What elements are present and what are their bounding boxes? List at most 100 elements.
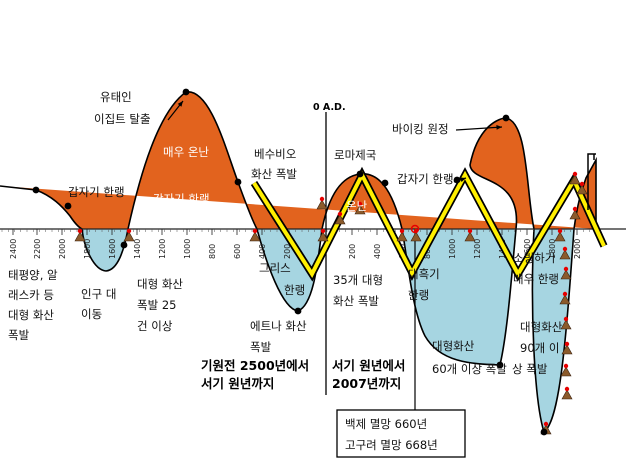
label-eruptions35-1: 35개 대형 xyxy=(333,273,383,287)
label-sudden-cold-1: 갑자기 한랭 xyxy=(68,185,125,199)
label-pacific-4: 폭발 xyxy=(8,328,30,342)
label-eruptions25-3: 건 이상 xyxy=(137,319,173,333)
label-very-warm: 매우 온난 xyxy=(163,145,209,159)
x-tick-label-bc-0: 2400 xyxy=(9,239,18,259)
eruption-dot xyxy=(564,341,570,347)
modern-warming-mark xyxy=(587,153,596,210)
label-dark-age-2: 한랭 xyxy=(408,288,429,302)
x-tick-label-bc-3: 1800 xyxy=(83,239,92,259)
eruption-dot xyxy=(557,228,563,234)
eruption-dot xyxy=(579,181,585,187)
label-sudden-cold-3: 갑자기 한랭 xyxy=(397,172,454,186)
event-dot xyxy=(502,114,510,122)
eruption-dot xyxy=(572,171,578,177)
x-tick-label-bc-6: 1200 xyxy=(158,239,167,259)
x-tick-label-bc-11: 200 xyxy=(283,244,292,259)
label-eruptions25-1: 대형 화산 xyxy=(137,277,183,291)
event-dot xyxy=(234,178,242,186)
label-exodus-2: 이집트 탈출 xyxy=(94,112,151,126)
eruption-dot xyxy=(562,291,568,297)
eruption-dot xyxy=(572,206,578,212)
zero-ad-label: 0 A.D. xyxy=(313,102,346,113)
label-pacific-1: 태평양, 알 xyxy=(8,268,58,282)
eruption-dot xyxy=(467,228,473,234)
volcano-icon xyxy=(249,231,261,242)
arrow-head xyxy=(460,177,466,182)
volcano-icon xyxy=(576,184,588,195)
volcano-icon xyxy=(123,231,135,242)
volcano-icon xyxy=(561,389,573,400)
volcano-icon xyxy=(554,231,566,242)
x-tick-label-ad-0: 200 xyxy=(348,244,357,259)
x-tick-label-bc-9: 600 xyxy=(233,244,242,259)
arrow-head xyxy=(177,101,183,107)
volcano-icon xyxy=(560,366,572,377)
x-tick-label-bc-1: 2200 xyxy=(33,239,42,259)
volcano-icon xyxy=(559,249,571,260)
volcano-icon xyxy=(561,344,573,355)
volcano-icon xyxy=(464,231,476,242)
label-greek-1: 그리스 xyxy=(259,261,291,275)
label-eruptions60-1: 대형화산 xyxy=(432,339,475,353)
eruption-dot xyxy=(562,246,568,252)
volcano-icon xyxy=(560,319,572,330)
cold-area xyxy=(82,229,596,432)
x-tick-label-bc-7: 1000 xyxy=(183,239,192,259)
label-little-ice-2: 매우 한랭 xyxy=(513,272,559,286)
x-tick-label-bc-5: 1400 xyxy=(133,239,142,259)
eruption-dot xyxy=(563,266,569,272)
label-eruptions90-3: 상 폭발 xyxy=(512,362,548,376)
label-sudden-cold-2: 갑자기 한랭 xyxy=(153,192,210,206)
x-tick-label-ad-5: 1200 xyxy=(473,239,482,259)
callout-goguryeo: 고구려 멸망 668년 xyxy=(345,438,438,452)
x-tick-label-bc-8: 800 xyxy=(208,244,217,259)
x-tick-label-ad-8: 1800 xyxy=(548,239,557,259)
eruption-dot xyxy=(357,201,363,207)
label-greek-2: 한랭 xyxy=(284,283,305,297)
label-migration-1: 인구 대 xyxy=(81,287,116,301)
eruption-dot xyxy=(399,228,405,234)
label-exodus-1: 유태인 xyxy=(100,90,132,104)
event-dot xyxy=(64,202,72,210)
label-eruptions90-2: 90개 이 xyxy=(520,341,559,355)
volcano-icon xyxy=(410,231,422,242)
label-etna-1: 에트나 화산 xyxy=(250,319,307,333)
label-warm1: 온난 xyxy=(8,204,30,218)
label-eruptions60-2: 60개 이상 폭발 xyxy=(432,362,507,376)
volcano-icon xyxy=(74,231,86,242)
event-dot xyxy=(496,361,504,369)
label-rome: 로마제국 xyxy=(334,148,376,162)
volcano-icon xyxy=(334,214,346,225)
event-dot xyxy=(294,307,302,315)
label-dark-age-1: 대흑기 xyxy=(408,267,440,281)
eruption-dot xyxy=(543,421,549,427)
ad-range-line2: 2007년까지 xyxy=(332,376,401,391)
x-tick-label-ad-7: 1600 xyxy=(523,239,532,259)
label-migration-2: 이동 xyxy=(81,307,102,321)
event-dot xyxy=(182,88,190,96)
x-tick-label-ad-4: 1000 xyxy=(448,239,457,259)
eruption-dot xyxy=(337,211,343,217)
callout-box xyxy=(336,409,466,458)
volcano-icon xyxy=(559,294,571,305)
eruption-dot xyxy=(563,316,569,322)
eruption-dot xyxy=(320,228,326,234)
volcano-icon xyxy=(316,199,328,210)
label-vesuvius-2: 화산 폭발 xyxy=(251,167,297,181)
event-dot xyxy=(540,428,548,436)
label-eruptions35-2: 화산 폭발 xyxy=(333,294,379,308)
label-pacific-2: 래스카 등 xyxy=(8,288,54,302)
warm-area xyxy=(0,91,596,229)
x-tick-label-bc-10: 400 xyxy=(258,244,267,259)
volcano-icon xyxy=(317,231,329,242)
ad-range-line1: 서기 원년에서 xyxy=(332,358,405,373)
label-eruptions90-1: 대형화산 xyxy=(520,320,563,334)
x-tick-label-ad-1: 400 xyxy=(373,244,382,259)
event-dot xyxy=(32,186,40,194)
volcano-icon xyxy=(569,209,581,220)
bc-range-line2: 서기 원년까지 xyxy=(201,376,274,391)
volcano-icon xyxy=(560,269,572,280)
x-tick-label-ad-9: 2000 xyxy=(573,239,582,259)
